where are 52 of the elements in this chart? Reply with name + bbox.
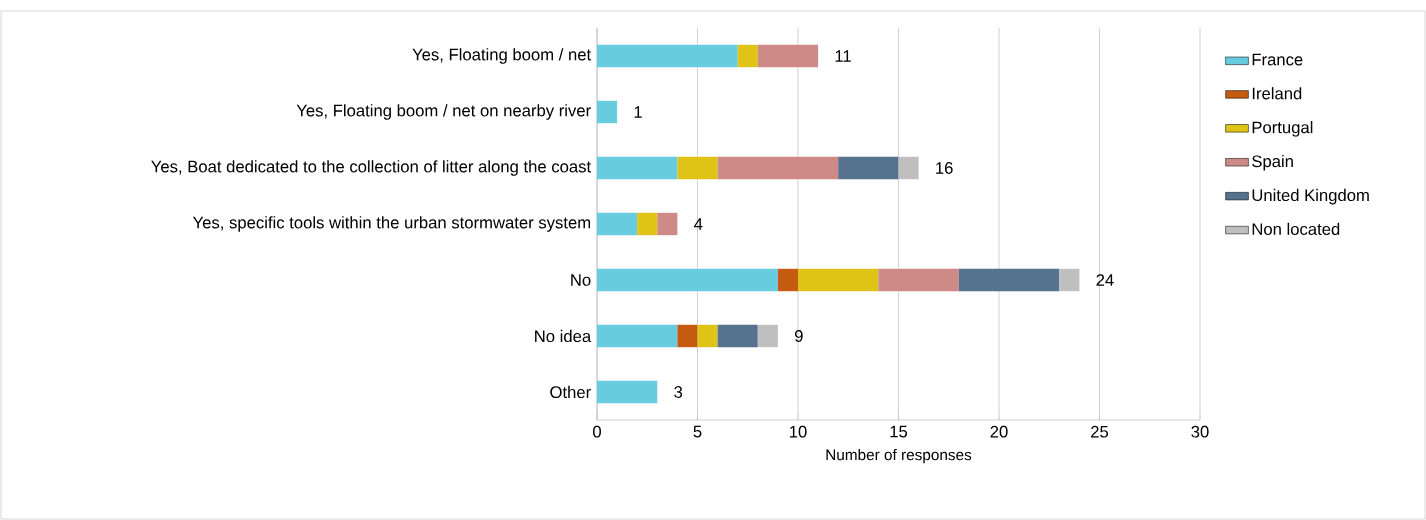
x-tick-label: 20 [990,425,1008,438]
total-label: 1 [634,106,642,118]
legend-label: Non located [1252,222,1340,236]
bar [597,380,658,404]
legend-label: Spain [1252,154,1293,171]
bar [597,268,778,292]
total-label: 9 [794,330,803,342]
bar [677,324,698,348]
bar [657,212,678,236]
total-label: 16 [936,162,953,174]
legend-label: Ireland [1252,87,1302,100]
bar [597,44,738,68]
y-tick-label: Yes, Floating boom / net [412,48,592,64]
total-label: 24 [1096,274,1114,286]
y-tick-label: No [571,274,591,286]
total-label: 4 [694,218,703,230]
x-tick-label: 5 [693,425,702,438]
x-tick-label: 30 [1191,425,1209,438]
bar [798,268,879,292]
bar [597,212,638,236]
bar [757,324,778,348]
bar [717,324,758,348]
y-tick-label: Other [550,385,591,399]
bar [1059,268,1080,292]
bar [898,156,919,180]
x-tick-label: 10 [790,425,807,438]
x-tick-label: 25 [1091,425,1109,438]
bar [597,156,678,180]
bar [597,324,678,348]
legend-label: Portugal [1252,121,1313,137]
x-axis-title: Number of responses [826,449,972,464]
legend-label: United Kingdom [1252,188,1369,205]
bar [637,212,658,236]
bar [597,100,618,124]
bar [757,44,819,68]
x-tick-label: 15 [890,425,908,438]
y-tick-label: No idea [535,329,592,343]
bar [878,268,959,292]
bar [958,268,1060,292]
bar [697,324,718,348]
total-label: 11 [835,50,851,62]
bar [737,44,758,68]
bar [777,268,798,292]
total-label: 3 [674,386,683,398]
bar [677,156,718,180]
bar [838,156,899,180]
y-tick-label: Yes, Floating boom / net on nearby river [296,104,591,120]
bar [717,156,839,180]
legend-label: France [1252,53,1303,66]
y-tick-label: Yes, Boat dedicated to the collection of litter along the coast [151,160,591,176]
y-tick-label: Yes, specific tools within the urban stormwater system [192,216,591,232]
x-tick-label: 0 [593,425,601,438]
